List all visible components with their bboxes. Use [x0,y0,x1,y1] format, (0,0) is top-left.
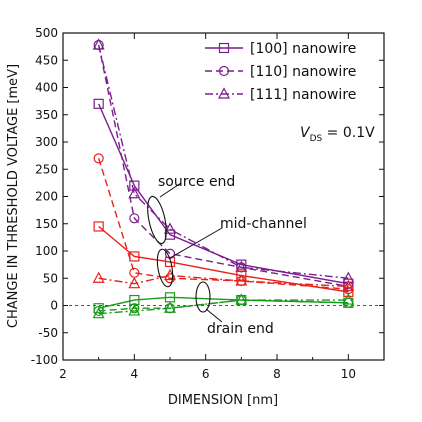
mid-square-series-line [98,225,349,293]
drain-triangle-series-line [98,299,349,315]
source-square-data-point [236,259,247,270]
source-square-data-point [93,98,104,109]
source-square-data-point [164,229,176,240]
legend: [100] nanowire [110] nanowire [111] nanowi… [205,41,356,103]
legend-label: [100] nanowire [250,41,356,57]
source-triangle-series-line [97,44,349,279]
source-circle-data-point [129,213,140,224]
x-tick-label: 4 [131,367,139,381]
plot-frame [62,32,385,361]
y-tick-label: 0 [50,299,58,313]
mid-circle-data-point [93,153,104,164]
mid-triangle-data-point [235,274,248,286]
source-end-leader [159,182,182,198]
group-callouts: source end mid-channel drain end [147,174,307,337]
y-tick-label: 150 [35,217,58,231]
x-axis-label: DIMENSION [nm] [168,393,278,408]
mid-square-data-point [343,286,354,297]
drain-triangle-data-point [235,293,248,305]
legend-marker [218,65,230,77]
mid-triangle-data-point [92,271,105,283]
drain-triangle-data-point [164,301,176,313]
vds-value: = 0.1V [322,125,375,141]
legend-label: [110] nanowire [250,64,356,80]
y-tick-label: -100 [31,353,58,367]
mid-channel-leader [169,227,223,259]
vds-subscript: DS [310,134,323,144]
y-tick-label: 250 [35,162,58,176]
source-square-data-point [129,180,140,191]
mid-triangle-series-line [98,274,349,288]
source-triangle-data-point [342,271,355,283]
y-tick-label: 500 [35,26,58,40]
x-tick-label: 2 [59,367,67,381]
y-tick-label: 50 [43,271,58,285]
series-markers [92,38,355,319]
mid-square-data-point [236,270,247,281]
mid-channel-ellipse [156,248,174,288]
source-square-data-point [343,278,354,289]
series-lines [97,44,349,315]
mid-triangle-data-point [128,276,141,289]
vds-annotation: VDS = 0.1V [300,125,375,144]
drain-circle-data-point [93,305,104,317]
source-end-label: source end [158,174,235,190]
x-tick-label: 8 [273,367,281,381]
mid-square-data-point [164,256,176,267]
vds-symbol: V [300,125,311,141]
source-triangle-data-point [164,222,176,234]
drain-end-leader [205,308,223,323]
y-tick-label: 350 [35,108,58,122]
mid-triangle-data-point [342,279,355,292]
drain-triangle-data-point [128,304,141,316]
axis-ticks: -100 -50 0 50 100 150 200 250 300 350 400 450 500 2 4 6… [31,26,385,381]
y-tick-label: 300 [35,135,58,149]
drain-end-label: drain end [207,321,274,337]
legend-label: [111] nanowire [250,87,356,103]
legend-marker [218,42,230,54]
x-tick-label: 6 [202,367,210,381]
source-end-ellipse [147,195,167,245]
drain-triangle-data-point [342,293,355,305]
drain-square-data-point [93,303,104,314]
mid-circle-series-line [97,158,349,290]
source-triangle-data-point [92,38,105,50]
y-tick-label: -50 [38,326,58,340]
y-axis-label: CHANGE IN THRESHOLD VOLTAGE [meV] [6,64,21,328]
source-circle-series-line [97,44,349,288]
drain-end-ellipse [195,281,211,313]
y-tick-label: 400 [35,81,58,95]
mid-channel-label: mid-channel [220,216,307,232]
drain-triangle-data-point [92,306,105,319]
x-tick-label: 10 [341,367,356,381]
y-tick-label: 100 [35,244,58,258]
y-tick-label: 450 [35,53,58,67]
drain-circle-data-point [129,303,140,314]
y-tick-label: 200 [35,190,58,204]
mid-square-data-point [93,221,104,232]
source-triangle-data-point [128,186,141,199]
mid-square-data-point [129,251,140,262]
legend-marker [218,87,230,99]
